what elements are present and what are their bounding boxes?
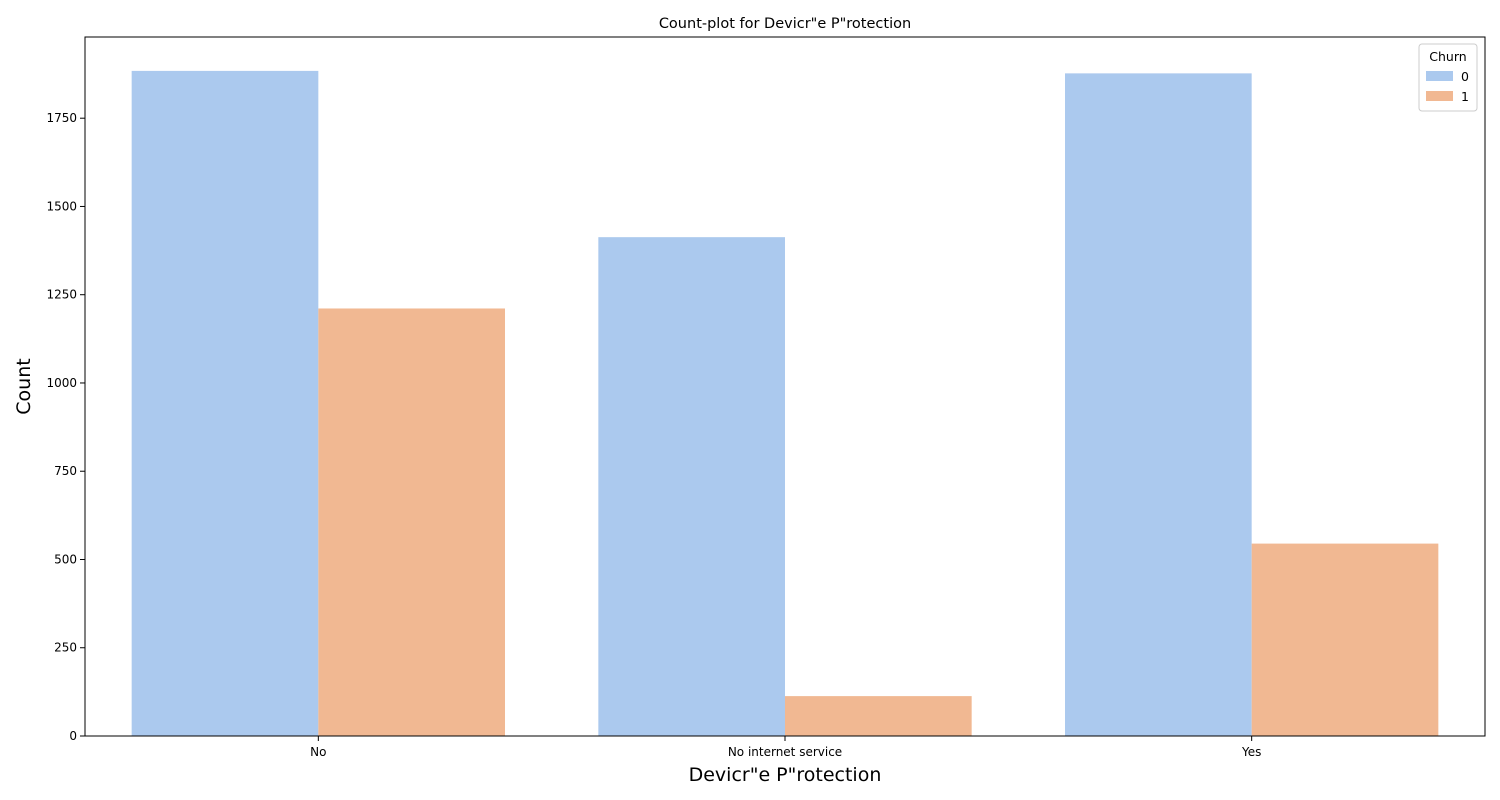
bar-yes-churn-0: [1065, 73, 1252, 736]
bar-no-internet-service-churn-0: [598, 237, 785, 736]
y-tick-label: 1250: [46, 288, 77, 302]
legend-label-0: 0: [1461, 69, 1469, 84]
legend: Churn 0 1: [1418, 43, 1478, 112]
y-tick-label: 250: [54, 641, 77, 655]
x-tick-label: Yes: [1241, 745, 1261, 759]
y-axis-label: Count: [13, 358, 35, 414]
legend-swatch-0: [1426, 71, 1453, 81]
y-tick-label: 1750: [46, 111, 77, 125]
y-tick-label: 1500: [46, 199, 77, 213]
x-tick-label: No internet service: [728, 745, 842, 759]
bar-yes-churn-1: [1251, 543, 1439, 736]
bar-no-churn-0: [131, 70, 319, 736]
y-tick-label: 750: [54, 464, 77, 478]
legend-label-1: 1: [1461, 89, 1469, 104]
y-tick-label: 500: [54, 552, 77, 566]
legend-title: Churn: [1429, 49, 1466, 64]
legend-swatch-1: [1426, 91, 1453, 101]
y-tick-label: 1000: [46, 376, 77, 390]
x-axis-label: Devicr"e P"rotection: [689, 764, 882, 786]
x-axis: No No internet service Yes: [310, 736, 1261, 759]
bars-group: [131, 70, 1439, 736]
y-axis: 0 250 500 750 1000 1250 1500 1750: [46, 111, 85, 743]
y-tick-label: 0: [69, 729, 77, 743]
x-tick-label: No: [310, 745, 326, 759]
plot-frame: [84, 36, 1486, 737]
bar-no-churn-1: [318, 308, 505, 736]
chart-title: Count-plot for Devicr"e P"rotection: [659, 16, 911, 32]
bar-no-internet-service-churn-1: [785, 696, 972, 736]
